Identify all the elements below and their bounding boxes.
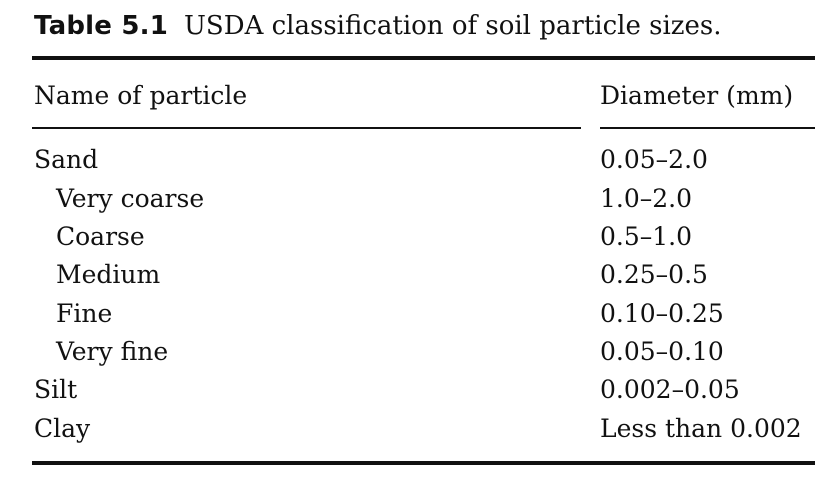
bottom-rule [32, 461, 815, 465]
row-name-coarse: Coarse [56, 222, 145, 251]
row-name-clay: Clay [34, 414, 91, 443]
header-rule-right [600, 127, 815, 129]
row-diameter-fine: 0.10–0.25 [600, 299, 724, 328]
row-name-silt: Silt [34, 375, 78, 404]
row-name-medium: Medium [56, 260, 161, 289]
row-name-fine: Fine [56, 299, 113, 328]
table-number: Table 5.1 [34, 11, 168, 41]
row-name-very-fine: Very fine [56, 337, 169, 366]
header-diameter: Diameter (mm) [600, 81, 794, 110]
header-rule-left [32, 127, 581, 129]
header-name-of-particle: Name of particle [34, 81, 248, 110]
row-diameter-clay: Less than 0.002 [600, 414, 802, 443]
row-name-sand: Sand [34, 145, 99, 174]
table-title: USDA classification of soil particle siz… [184, 11, 722, 41]
row-diameter-very-coarse: 1.0–2.0 [600, 184, 693, 213]
row-diameter-medium: 0.25–0.5 [600, 260, 708, 289]
row-diameter-sand: 0.05–2.0 [600, 145, 708, 174]
row-diameter-coarse: 0.5–1.0 [600, 222, 693, 251]
row-name-very-coarse: Very coarse [56, 184, 205, 213]
row-diameter-silt: 0.002–0.05 [600, 375, 740, 404]
row-diameter-very-fine: 0.05–0.10 [600, 337, 724, 366]
table-caption: Table 5.1 USDA classification of soil par… [34, 6, 721, 46]
top-rule [32, 56, 815, 60]
